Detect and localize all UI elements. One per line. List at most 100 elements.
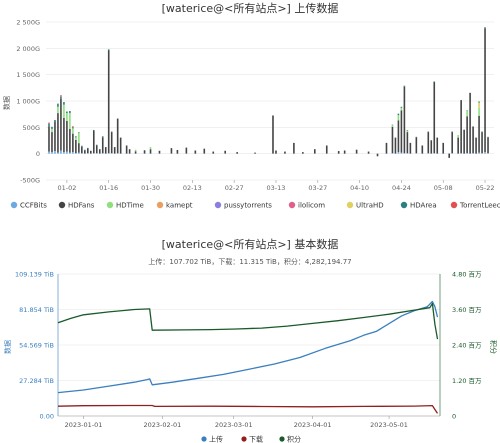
upload-bar-ccfbits[interactable] (442, 153, 445, 154)
upload-bar-hdfans[interactable] (104, 147, 107, 154)
upload-bar-ccfbits[interactable] (457, 153, 459, 154)
upload-bar-hdarea[interactable] (451, 131, 453, 133)
upload-bar-ccfbits[interactable] (143, 153, 146, 154)
upload-bar-hdfans[interactable] (403, 86, 406, 154)
upload-bar-hdfans[interactable] (149, 149, 152, 154)
upload-bar-hdfans[interactable] (466, 116, 468, 154)
upload-bar-hdarea[interactable] (433, 81, 436, 83)
upload-bar-ccfbits[interactable] (90, 153, 92, 154)
upload-bar-hdfans[interactable] (478, 115, 480, 153)
upload-bar-ccfbits[interactable] (325, 153, 328, 154)
upload-bar-hdfans[interactable] (448, 153, 450, 158)
upload-bar-hdfans[interactable] (63, 117, 65, 153)
upload-bar-hdfans[interactable] (75, 139, 77, 154)
upload-bar-ccfbits[interactable] (125, 153, 128, 154)
upload-bar-hdfans[interactable] (367, 151, 370, 154)
upload-bar-hdfans[interactable] (293, 142, 295, 154)
upload-bar-hdfans[interactable] (72, 133, 74, 153)
upload-bar-torrentleech[interactable] (72, 126, 74, 128)
upload-bar-hdarea[interactable] (110, 131, 113, 133)
upload-bar-hdfans[interactable] (170, 148, 173, 154)
upload-bar-ccfbits[interactable] (460, 153, 462, 154)
upload-bar-hdfans[interactable] (236, 152, 238, 154)
upload-bar-hdfans[interactable] (337, 151, 340, 154)
upload-bar-ccfbits[interactable] (314, 153, 316, 154)
upload-bar-hdfans[interactable] (98, 149, 101, 154)
upload-bar-hdfans[interactable] (57, 113, 59, 153)
upload-bar-hdarea[interactable] (466, 110, 468, 112)
upload-bar-hdfans[interactable] (158, 150, 161, 154)
upload-bar-hdarea[interactable] (51, 126, 53, 129)
upload-bar-hdfans[interactable] (95, 145, 98, 154)
upload-bar-ccfbits[interactable] (116, 153, 119, 154)
upload-bar-ccfbits[interactable] (84, 153, 86, 154)
upload-bar-ccfbits[interactable] (448, 153, 450, 154)
upload-bar-ccfbits[interactable] (72, 152, 74, 154)
upload-bar-hdfans[interactable] (125, 145, 128, 154)
upload-bar-ccfbits[interactable] (394, 153, 397, 154)
upload-bar-hdfans[interactable] (84, 150, 86, 154)
upload-bar-hdfans[interactable] (355, 149, 358, 154)
upload-bar-hdarea[interactable] (63, 102, 65, 105)
upload-bar-ccfbits[interactable] (385, 153, 388, 154)
upload-bar-hdfans[interactable] (472, 126, 474, 154)
upload-bar-ccfbits[interactable] (472, 153, 474, 154)
upload-bar-ccfbits[interactable] (81, 153, 83, 154)
legend-item-hdarea[interactable]: HDArea (400, 202, 437, 210)
upload-bar-hdfans[interactable] (60, 98, 62, 151)
upload-bar-hdfans[interactable] (90, 150, 92, 154)
upload-bar-ccfbits[interactable] (57, 152, 59, 154)
upload-bar-hdfans[interactable] (463, 129, 465, 154)
upload-bar-hdfans[interactable] (272, 115, 274, 154)
upload-bar-hdfans[interactable] (391, 126, 394, 154)
upload-bar-hdarea[interactable] (95, 144, 98, 146)
upload-bar-hdfans[interactable] (394, 137, 397, 154)
upload-bar-hdfans[interactable] (400, 110, 403, 153)
upload-bar-hdtime[interactable] (466, 111, 468, 117)
upload-bar-hdtime[interactable] (63, 104, 65, 118)
upload-bar-hdfans[interactable] (427, 132, 430, 154)
upload-bar-hdtime[interactable] (51, 128, 53, 133)
upload-bar-ccfbits[interactable] (78, 152, 80, 154)
upload-bar-hdfans[interactable] (254, 152, 256, 154)
upload-bar-ccfbits[interactable] (427, 153, 430, 154)
upload-bar-hdfans[interactable] (224, 150, 226, 154)
upload-bar-hdfans[interactable] (107, 50, 110, 154)
upload-bar-ccfbits[interactable] (110, 153, 113, 154)
upload-bar-hdarea[interactable] (69, 111, 71, 114)
upload-bar-ccfbits[interactable] (104, 153, 107, 154)
upload-bar-ccfbits[interactable] (355, 153, 358, 154)
upload-bar-ccfbits[interactable] (478, 152, 480, 154)
legend-item-ultrahd[interactable]: UltraHD (346, 202, 384, 210)
upload-bar-hdarea[interactable] (116, 118, 119, 119)
upload-bar-hdfans[interactable] (430, 140, 433, 154)
upload-bar-hdarea[interactable] (72, 127, 74, 129)
upload-bar-hdfans[interactable] (101, 137, 104, 154)
upload-bar-hdfans[interactable] (78, 143, 80, 153)
upload-bar-hdtime[interactable] (478, 107, 480, 116)
upload-bar-hdfans[interactable] (119, 137, 122, 154)
upload-bar-hdarea[interactable] (75, 136, 77, 138)
upload-bar-hdfans[interactable] (194, 150, 197, 154)
upload-bar-ccfbits[interactable] (54, 151, 56, 154)
upload-bar-hdarea[interactable] (84, 149, 86, 151)
upload-bar-hdfans[interactable] (460, 100, 462, 154)
upload-bar-hdtime[interactable] (72, 128, 74, 134)
upload-bar-hdfans[interactable] (302, 152, 304, 154)
upload-bar-ccfbits[interactable] (69, 152, 71, 154)
upload-bar-hdarea[interactable] (487, 136, 489, 138)
upload-bar-ccfbits[interactable] (113, 153, 116, 154)
upload-bar-hdfans[interactable] (284, 151, 286, 154)
upload-bar-hdarea[interactable] (57, 103, 59, 107)
upload-bar-ccfbits[interactable] (469, 153, 471, 154)
upload-bar-ccfbits[interactable] (403, 153, 406, 154)
legend-item-ilolicom[interactable]: ilolicom (288, 202, 325, 210)
upload-bar-ccfbits[interactable] (60, 150, 62, 154)
upload-bar-ccfbits[interactable] (51, 152, 53, 154)
upload-bar-ccfbits[interactable] (272, 153, 274, 154)
upload-bar-ultrahd[interactable] (478, 102, 480, 108)
upload-bar-ccfbits[interactable] (224, 153, 226, 154)
upload-bar-ccfbits[interactable] (128, 153, 131, 154)
upload-bar-ccfbits[interactable] (48, 151, 50, 154)
upload-bar-hdfans[interactable] (203, 148, 206, 154)
